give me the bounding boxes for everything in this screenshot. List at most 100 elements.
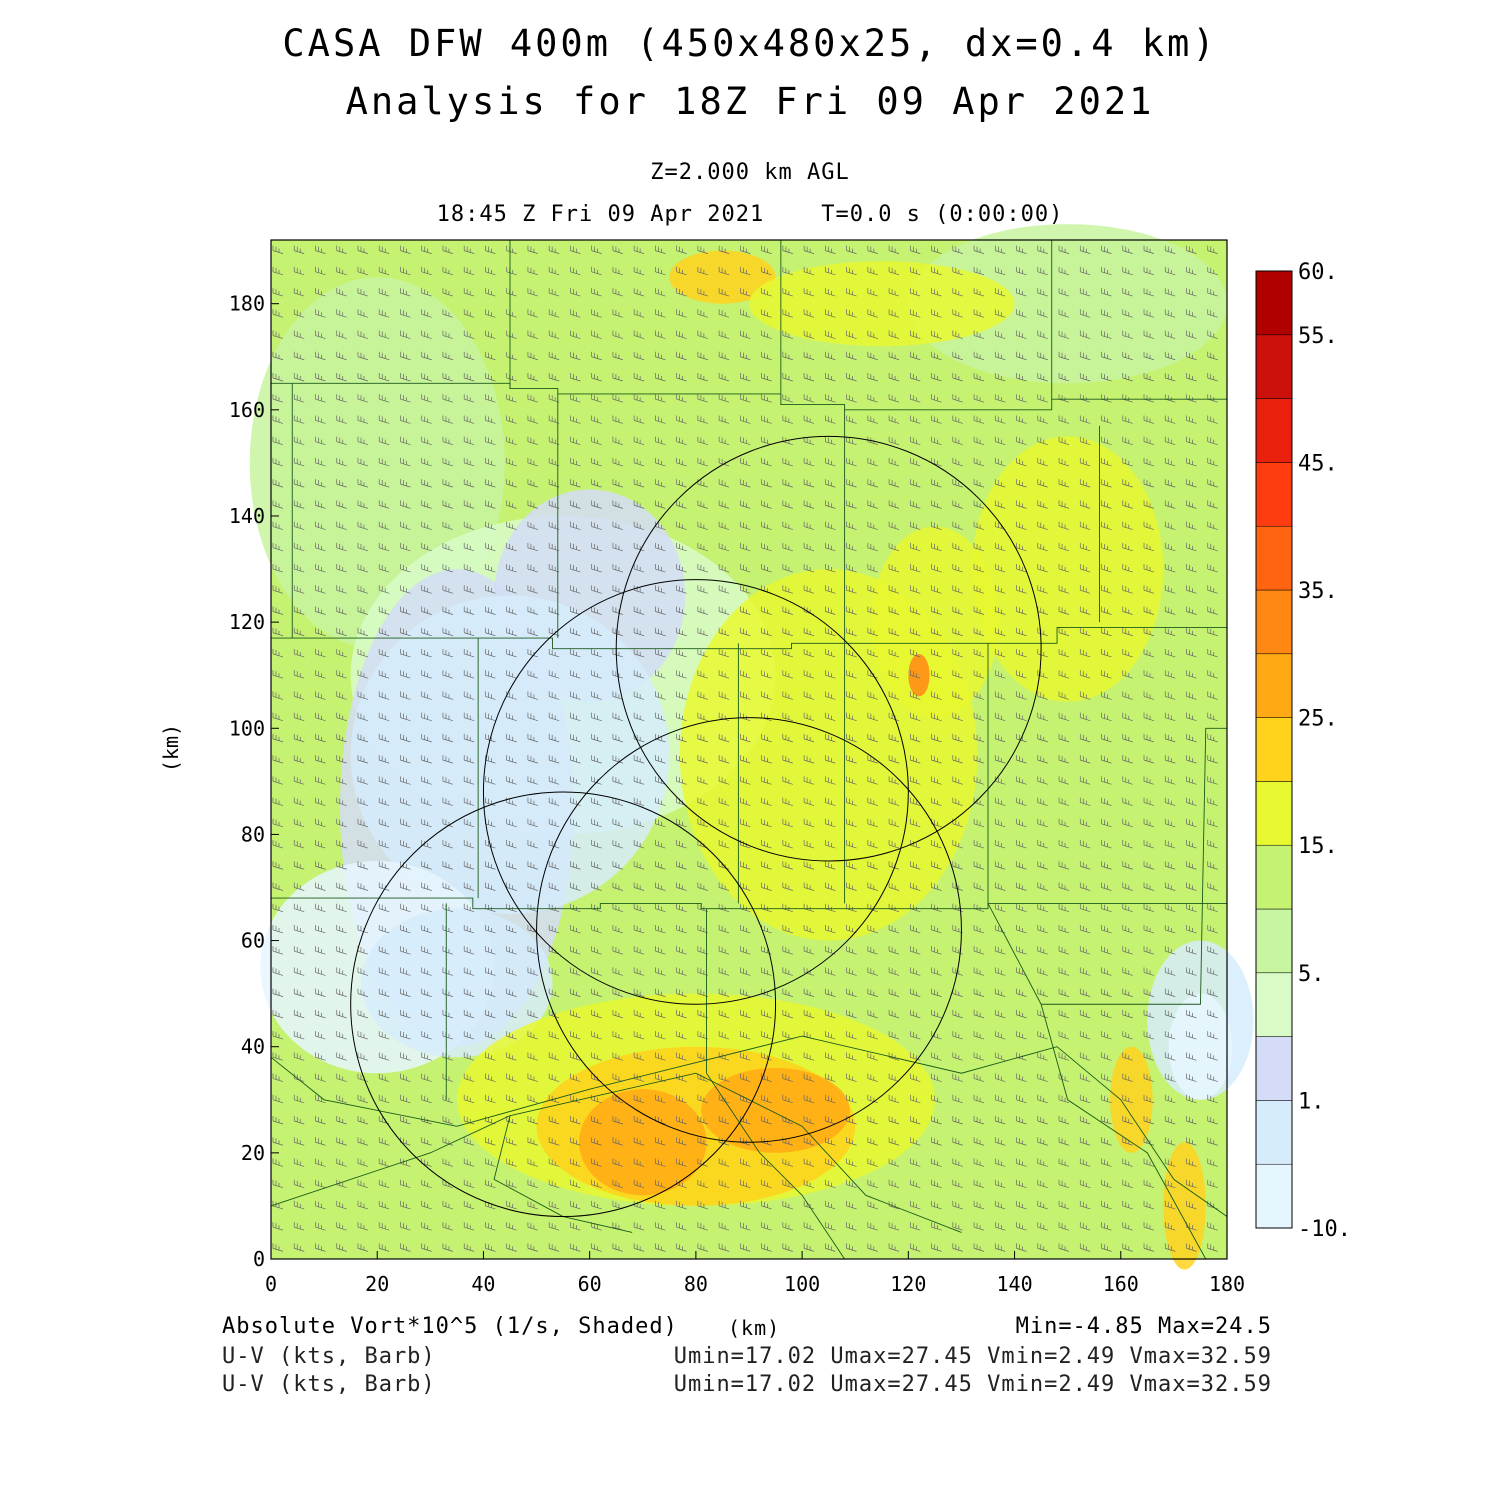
wind-barb	[421, 967, 432, 976]
wind-barb	[612, 394, 624, 403]
wind-barb	[994, 521, 1006, 530]
wind-barb	[952, 967, 963, 976]
wind-barb	[718, 542, 730, 552]
wind-barb	[1122, 691, 1133, 700]
wind-barb	[1101, 1179, 1112, 1189]
wind-barb	[315, 330, 326, 339]
wind-barb	[421, 330, 432, 339]
wind-barb	[421, 776, 432, 785]
wind-barb	[697, 840, 708, 849]
wind-barb	[973, 309, 985, 318]
wind-barb	[1101, 755, 1112, 764]
wind-barb	[272, 1222, 284, 1231]
wind-barb	[272, 627, 284, 637]
wind-barb	[506, 1116, 517, 1125]
wind-barb	[973, 500, 985, 509]
wind-barb	[782, 1158, 793, 1167]
wind-barb	[952, 1243, 963, 1252]
wind-barb	[1207, 1222, 1218, 1231]
wind-barb	[718, 521, 730, 530]
wind-barb	[400, 1116, 411, 1125]
wind-barb	[655, 776, 666, 785]
wind-barb	[400, 861, 411, 870]
wind-barb	[718, 946, 730, 955]
wind-barb	[1122, 882, 1133, 891]
wind-barb	[591, 1158, 602, 1167]
wind-barb	[506, 840, 517, 849]
wind-barb	[846, 372, 857, 382]
wind-barb	[1037, 1222, 1048, 1231]
wind-barb	[1186, 1179, 1197, 1189]
wind-barb	[421, 946, 432, 955]
wind-barb	[1164, 1009, 1176, 1019]
wind-barb	[421, 1200, 432, 1210]
wind-barb	[1016, 542, 1027, 552]
plot-frame	[270, 239, 1228, 1260]
wind-barb	[548, 309, 560, 318]
wind-barb	[612, 755, 624, 764]
wind-barb	[633, 394, 645, 403]
wind-barb	[1101, 691, 1112, 700]
wind-barb	[909, 1179, 921, 1189]
wind-barb	[803, 542, 815, 552]
wind-barb	[421, 903, 432, 913]
wind-barb	[612, 861, 624, 870]
wind-barb	[570, 797, 581, 806]
wind-barb	[846, 266, 857, 276]
wind-barb	[655, 882, 666, 891]
wind-barb	[782, 840, 793, 849]
wind-barb	[655, 946, 666, 955]
wind-barb	[1143, 1200, 1155, 1210]
wind-barb	[400, 818, 411, 828]
wind-barb	[633, 1009, 645, 1019]
wind-barb	[846, 500, 857, 509]
wind-barb	[909, 755, 921, 764]
wind-barb	[1101, 606, 1112, 615]
wind-barb	[655, 564, 666, 573]
wind-barb	[1207, 1094, 1218, 1104]
wind-barb	[740, 755, 751, 764]
wind-barb	[846, 394, 857, 403]
wind-barb	[293, 1179, 305, 1189]
wind-barb	[952, 1179, 963, 1189]
wind-barb	[591, 288, 602, 297]
wind-barb	[931, 1031, 942, 1040]
wind-barb	[378, 967, 390, 976]
wind-barb	[1207, 903, 1218, 913]
wind-barb	[336, 648, 347, 658]
wind-barb	[336, 1052, 347, 1061]
wind-barb	[718, 967, 730, 976]
wind-barb	[740, 797, 751, 806]
wind-barb	[718, 288, 730, 297]
wind-barb	[315, 648, 326, 658]
wind-barb	[485, 330, 496, 339]
wind-barb	[527, 670, 539, 679]
wind-barb	[973, 1158, 985, 1167]
wind-barb	[931, 457, 942, 467]
wind-barb	[591, 415, 602, 424]
wind-barb	[973, 245, 985, 254]
wind-barb	[1207, 840, 1218, 849]
wind-barb	[463, 861, 475, 870]
wind-barb	[867, 1073, 878, 1082]
colorbar-swatch	[1255, 1163, 1293, 1229]
wind-barb	[676, 479, 687, 488]
wind-barb	[548, 1222, 560, 1231]
wind-barb	[909, 372, 921, 382]
wind-barb	[336, 585, 347, 594]
wind-barb	[1037, 288, 1048, 297]
wind-barb	[718, 351, 730, 361]
wind-barb	[973, 394, 985, 403]
wind-barb	[952, 1158, 963, 1167]
wind-barb	[994, 1158, 1006, 1167]
wind-barb	[315, 967, 326, 976]
wind-barb	[485, 394, 496, 403]
wind-barb	[782, 691, 793, 700]
wind-barb	[442, 309, 454, 318]
wind-barb	[485, 967, 496, 976]
wind-barb	[655, 670, 666, 679]
wind-barb	[867, 394, 878, 403]
wind-barb	[1101, 1137, 1112, 1146]
wind-barb	[1037, 903, 1048, 913]
wind-barb	[718, 733, 730, 743]
